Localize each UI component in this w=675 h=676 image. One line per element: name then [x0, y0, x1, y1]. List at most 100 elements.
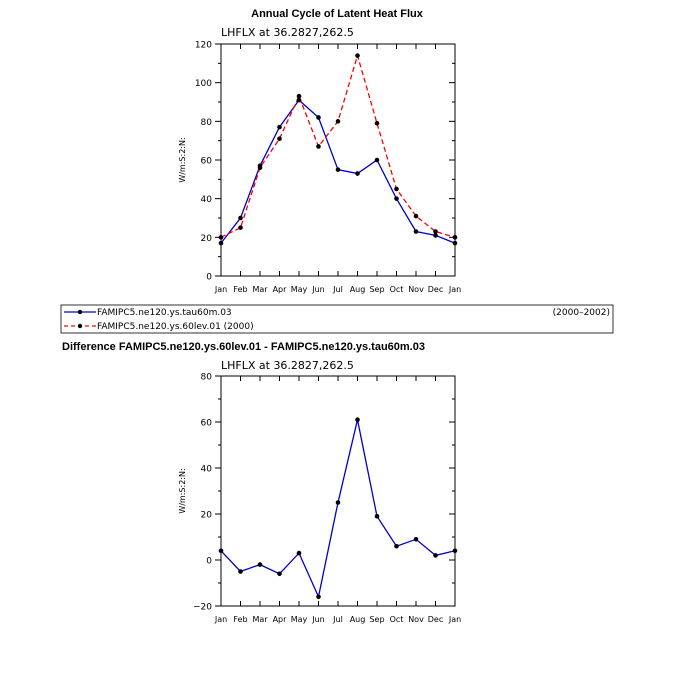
chart2-xtick-label: Oct [390, 615, 404, 624]
chart2-title: Difference FAMIPC5.ne120.ys.60lev.01 - F… [62, 341, 425, 353]
chart2-ytick-label: 40 [201, 465, 213, 475]
chart2-series-1-point [413, 537, 419, 542]
chart1-ytick-label: 100 [195, 79, 212, 89]
chart1-xtick-label: Feb [233, 285, 247, 294]
chart2-ytick-label: 0 [206, 557, 212, 567]
chart1-series-2-point [355, 53, 360, 58]
chart2-series-1-point [296, 550, 302, 556]
chart1-ytick-label: 120 [195, 41, 212, 51]
chart1-series-1-point [355, 171, 360, 176]
chart2-series-1-point [355, 417, 360, 423]
chart1-series-2-point [413, 213, 419, 219]
chart1-xtick-label: Jul [332, 285, 343, 294]
chart1-series-2-point [218, 235, 224, 240]
chart2-xtick-label: Mar [252, 615, 268, 624]
chart1-series-1-point [296, 97, 302, 103]
chart1-series [218, 53, 458, 246]
chart1-series-2-point [335, 119, 341, 124]
chart2-xtick-label: May [291, 615, 308, 624]
chart1-series-1-point [433, 233, 438, 238]
chart1-series-1-point [394, 196, 399, 201]
chart1-series-1-point [374, 157, 380, 163]
chart1-series-1-point [238, 215, 243, 221]
chart2-ytick-label: −20 [193, 603, 212, 613]
chart2-xtick-label: Aug [350, 615, 366, 624]
chart2-ylabel: W/m:S:2:N: [178, 468, 187, 513]
chart2-series-1-point [394, 543, 399, 549]
chart1-series-2-point [277, 136, 282, 142]
chart1-series-2-point [374, 120, 380, 126]
chart2-ytick-label: 80 [201, 373, 213, 383]
chart1-title: Annual Cycle of Latent Heat Flux [251, 8, 424, 20]
chart1-xtick-label: Jan [214, 285, 227, 294]
chart2-xtick-label: Jan [214, 615, 227, 624]
legend-box [60, 304, 614, 334]
legend-entry-1: FAMIPC5.ne120.ys.tau60m.03 [97, 308, 232, 318]
chart2-xtick-label: Nov [408, 615, 424, 624]
chart2-xtick-label: Jan [448, 615, 461, 624]
chart1-series-2-point [257, 165, 263, 171]
chart1-series-1-point [277, 124, 282, 130]
chart2-series-1-point [316, 594, 321, 600]
chart1-series-1-point [452, 240, 458, 246]
chart1-series-1-point [218, 240, 224, 246]
chart1-series-2-point [433, 229, 438, 234]
chart1-series-1-point [335, 167, 341, 172]
chart1-xtick-label: Dec [428, 285, 443, 294]
chart1-ytick-label: 40 [201, 195, 213, 205]
chart2-subtitle: LHFLX at 36.2827,262.5 [221, 359, 354, 372]
chart1-series-2-point [394, 186, 399, 192]
chart1-xtick-label: Jan [448, 285, 461, 294]
chart1-xtick-label: Nov [408, 285, 424, 294]
chart-difference: Difference FAMIPC5.ne120.ys.60lev.01 - F… [62, 341, 461, 624]
chart1-ytick-label: 60 [201, 157, 213, 167]
chart1-ytick-label: 20 [201, 234, 213, 244]
chart1-subtitle: LHFLX at 36.2827,262.5 [221, 26, 354, 39]
chart2-series-1-point [257, 562, 263, 567]
chart2-series [218, 417, 458, 600]
chart2-series-line-1 [220, 419, 456, 599]
chart2-xtick-label: Dec [428, 615, 443, 624]
chart1-ytick-label: 80 [201, 118, 213, 128]
chart2-xtick-label: Sep [369, 615, 384, 624]
chart1-series-2-point [296, 93, 302, 99]
legend-entry-2: FAMIPC5.ne120.ys.60lev.01 (2000) [97, 322, 254, 332]
chart-latent-heat: Annual Cycle of Latent Heat Flux LHFLX a… [178, 8, 461, 294]
chart1-xtick-label: Mar [252, 285, 268, 294]
chart2-series-1-point [335, 500, 341, 505]
legend: FAMIPC5.ne120.ys.tau60m.03 FAMIPC5.ne120… [60, 304, 614, 334]
chart1-series-2-point [452, 235, 458, 240]
chart2-series-1-point [433, 553, 438, 558]
chart1-plot-frame [220, 43, 456, 277]
chart1-series-1-point [413, 229, 419, 234]
chart2-xtick-label: Feb [233, 615, 247, 624]
chart1-xtick-label: Oct [390, 285, 404, 294]
chart2-ytick-label: 20 [201, 511, 213, 521]
legend-marker-2 [77, 323, 83, 329]
chart2-plot-frame [220, 375, 456, 607]
chart2-xtick-label: Apr [273, 615, 288, 624]
chart1-series-2-point [316, 144, 321, 149]
chart2-xtick-label: Jun [311, 615, 325, 624]
chart1-ytick-label: 0 [206, 273, 212, 283]
chart1-xtick-label: Sep [369, 285, 384, 294]
chart1-axes: Jan Feb Mar Apr May Jun Jul Aug Sep Oct Nov Dec Jan0… [195, 41, 461, 295]
chart2-series-1-point [238, 569, 243, 574]
chart1-ylabel: W/m:S:2:N: [178, 137, 187, 182]
chart1-xtick-label: May [291, 285, 308, 294]
legend-marker-1 [77, 309, 83, 315]
chart2-xtick-label: Jul [332, 615, 343, 624]
chart2-series-1-point [374, 514, 380, 519]
chart2-series-1-point [452, 548, 458, 554]
chart2-series-1-point [218, 548, 224, 554]
chart1-xtick-label: Jun [311, 285, 325, 294]
chart2-series-1-point [277, 571, 282, 577]
chart1-series-2-point [238, 225, 243, 230]
legend-period-note: (2000–2002) [553, 308, 610, 318]
chart1-xtick-label: Aug [350, 285, 366, 294]
chart1-series-1-point [316, 115, 321, 120]
chart2-axes: Jan Feb Mar Apr May Jun Jul Aug Sep Oct Nov Dec Jan−… [193, 373, 461, 625]
chart1-series-line-2 [220, 53, 456, 238]
chart2-ytick-label: 60 [201, 419, 213, 429]
